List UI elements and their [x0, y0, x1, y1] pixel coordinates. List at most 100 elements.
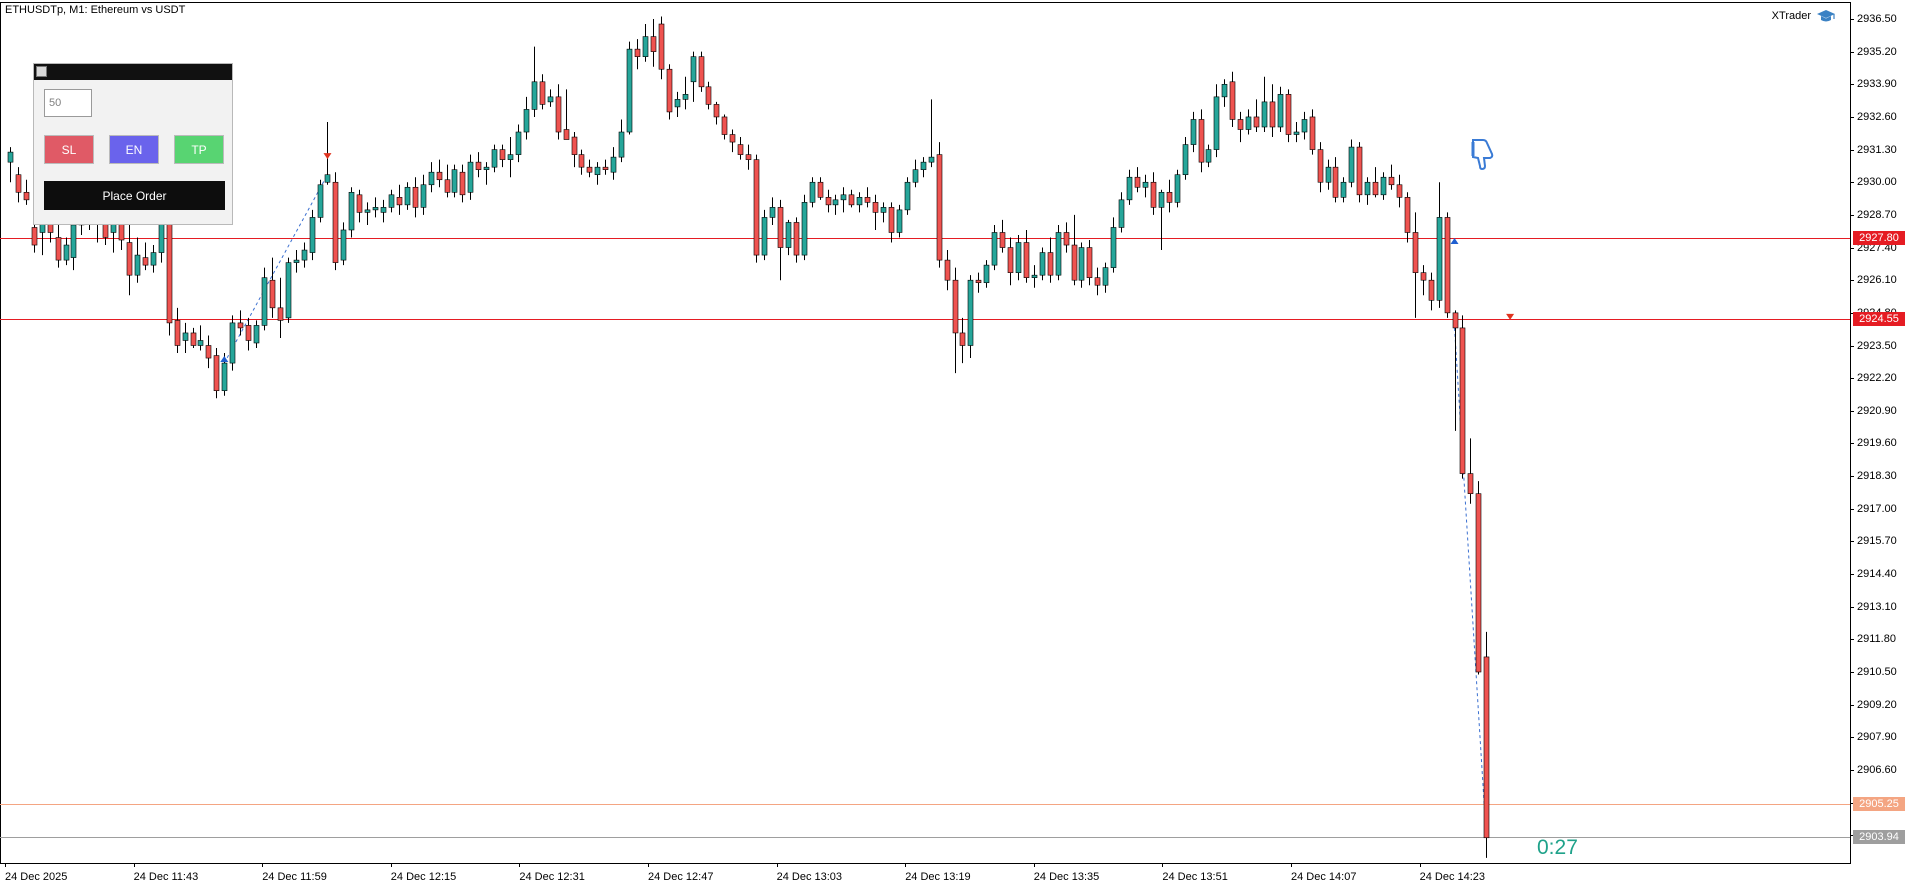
candle-body: [713, 104, 720, 118]
plot-frame: [0, 2, 1851, 864]
sl-button[interactable]: SL: [44, 135, 94, 164]
candle-body: [1007, 247, 1014, 273]
candle-body: [285, 262, 292, 319]
y-tick-label: 2913.10: [1857, 600, 1897, 613]
y-tick-label: 2930.00: [1857, 176, 1897, 189]
candle-body: [459, 171, 466, 196]
y-tick-label: 2923.50: [1857, 339, 1897, 352]
candle-body: [1166, 191, 1173, 203]
sell-arrow-icon: [323, 153, 332, 160]
y-tick-label: 2935.20: [1857, 45, 1897, 58]
candle-body: [1444, 217, 1451, 314]
tp-button[interactable]: TP: [174, 135, 224, 164]
candle-body: [634, 48, 641, 57]
candle-body: [872, 202, 879, 213]
buy-arrow-icon: [1450, 238, 1459, 245]
candle-body: [436, 171, 443, 181]
candle-body: [7, 151, 14, 163]
candle-body: [840, 194, 847, 201]
candle-body: [515, 131, 522, 155]
candle-body: [166, 217, 173, 324]
y-tick-label: 2933.90: [1857, 78, 1897, 91]
en-button[interactable]: EN: [109, 135, 159, 164]
candle-body: [1086, 247, 1093, 278]
panel-menu-icon[interactable]: [36, 66, 47, 77]
candle-body: [1364, 181, 1371, 196]
candle-body: [1094, 277, 1101, 286]
candle-body: [23, 191, 30, 201]
y-tick-label: 2928.70: [1857, 208, 1897, 221]
candle-body: [531, 81, 538, 110]
candle-body: [261, 277, 268, 326]
order-panel-titlebar[interactable]: [34, 64, 232, 80]
y-tick-label: 2918.30: [1857, 470, 1897, 483]
candle-body: [213, 355, 220, 392]
candle-body: [1475, 493, 1482, 673]
candle-body: [761, 217, 768, 256]
candle-body: [1380, 176, 1387, 196]
candle-body: [134, 254, 141, 276]
candle-body: [650, 36, 657, 52]
candle-body: [705, 86, 712, 105]
candle-body: [864, 197, 871, 203]
bar-countdown: 0:27: [1537, 836, 1578, 859]
candle-body: [412, 186, 419, 208]
y-tick-label: 2909.20: [1857, 698, 1897, 711]
candle-body: [1301, 119, 1308, 133]
candle-body: [237, 322, 244, 329]
candle-body: [1055, 232, 1062, 276]
candle-body: [920, 161, 927, 170]
candle-body: [856, 197, 863, 206]
candle-body: [332, 181, 339, 263]
candle-body: [880, 207, 887, 213]
candle-body: [142, 257, 149, 266]
candle-body: [1245, 116, 1252, 130]
x-tick-label: 24 Dec 11:43: [133, 871, 199, 883]
candle-body: [674, 99, 681, 108]
candle-body: [1293, 131, 1300, 135]
candle-body: [1285, 94, 1292, 135]
candle-body: [1388, 176, 1395, 186]
candle-body: [626, 48, 633, 133]
x-tick-label: 24 Dec 12:47: [648, 871, 714, 883]
graduation-cap-icon: [1816, 9, 1836, 23]
candle-body: [1483, 656, 1490, 839]
candle-body: [31, 227, 38, 246]
candle-body: [618, 131, 625, 158]
candle-body: [1015, 242, 1022, 273]
place-order-button[interactable]: Place Order: [44, 181, 225, 210]
y-tick-label: 2907.90: [1857, 731, 1897, 744]
candle-body: [1436, 217, 1443, 301]
candle-body: [729, 134, 736, 143]
candle-body: [1023, 242, 1030, 278]
candle-body: [967, 279, 974, 346]
candle-body: [1459, 327, 1466, 474]
candle-body: [1261, 101, 1268, 128]
candle-body: [1031, 274, 1038, 278]
candle-body: [602, 166, 609, 170]
x-tick-label: 24 Dec 14:23: [1419, 871, 1486, 883]
sell-arrow-icon: [1506, 313, 1515, 320]
price-tag: 2903.94: [1853, 829, 1905, 844]
candle-body: [999, 232, 1006, 248]
candle-body: [118, 222, 125, 241]
candle-body: [364, 209, 371, 213]
y-tick-label: 2927.40: [1857, 241, 1897, 254]
candle-body: [150, 252, 157, 266]
candle-body: [523, 109, 530, 133]
candle-body: [666, 68, 673, 113]
y-tick-label: 2919.60: [1857, 437, 1897, 450]
candle-body: [642, 36, 649, 57]
candle-body: [1404, 197, 1411, 233]
candle-body: [975, 279, 982, 284]
order-panel[interactable]: SL EN TP Place Order: [33, 63, 233, 225]
quantity-input[interactable]: [44, 89, 92, 117]
candle-body: [1182, 144, 1189, 176]
candle-body: [983, 264, 990, 284]
candle-body: [63, 244, 70, 261]
candle-body: [356, 194, 363, 213]
brand-label: XTrader: [1771, 10, 1811, 22]
candle-body: [1309, 116, 1316, 150]
